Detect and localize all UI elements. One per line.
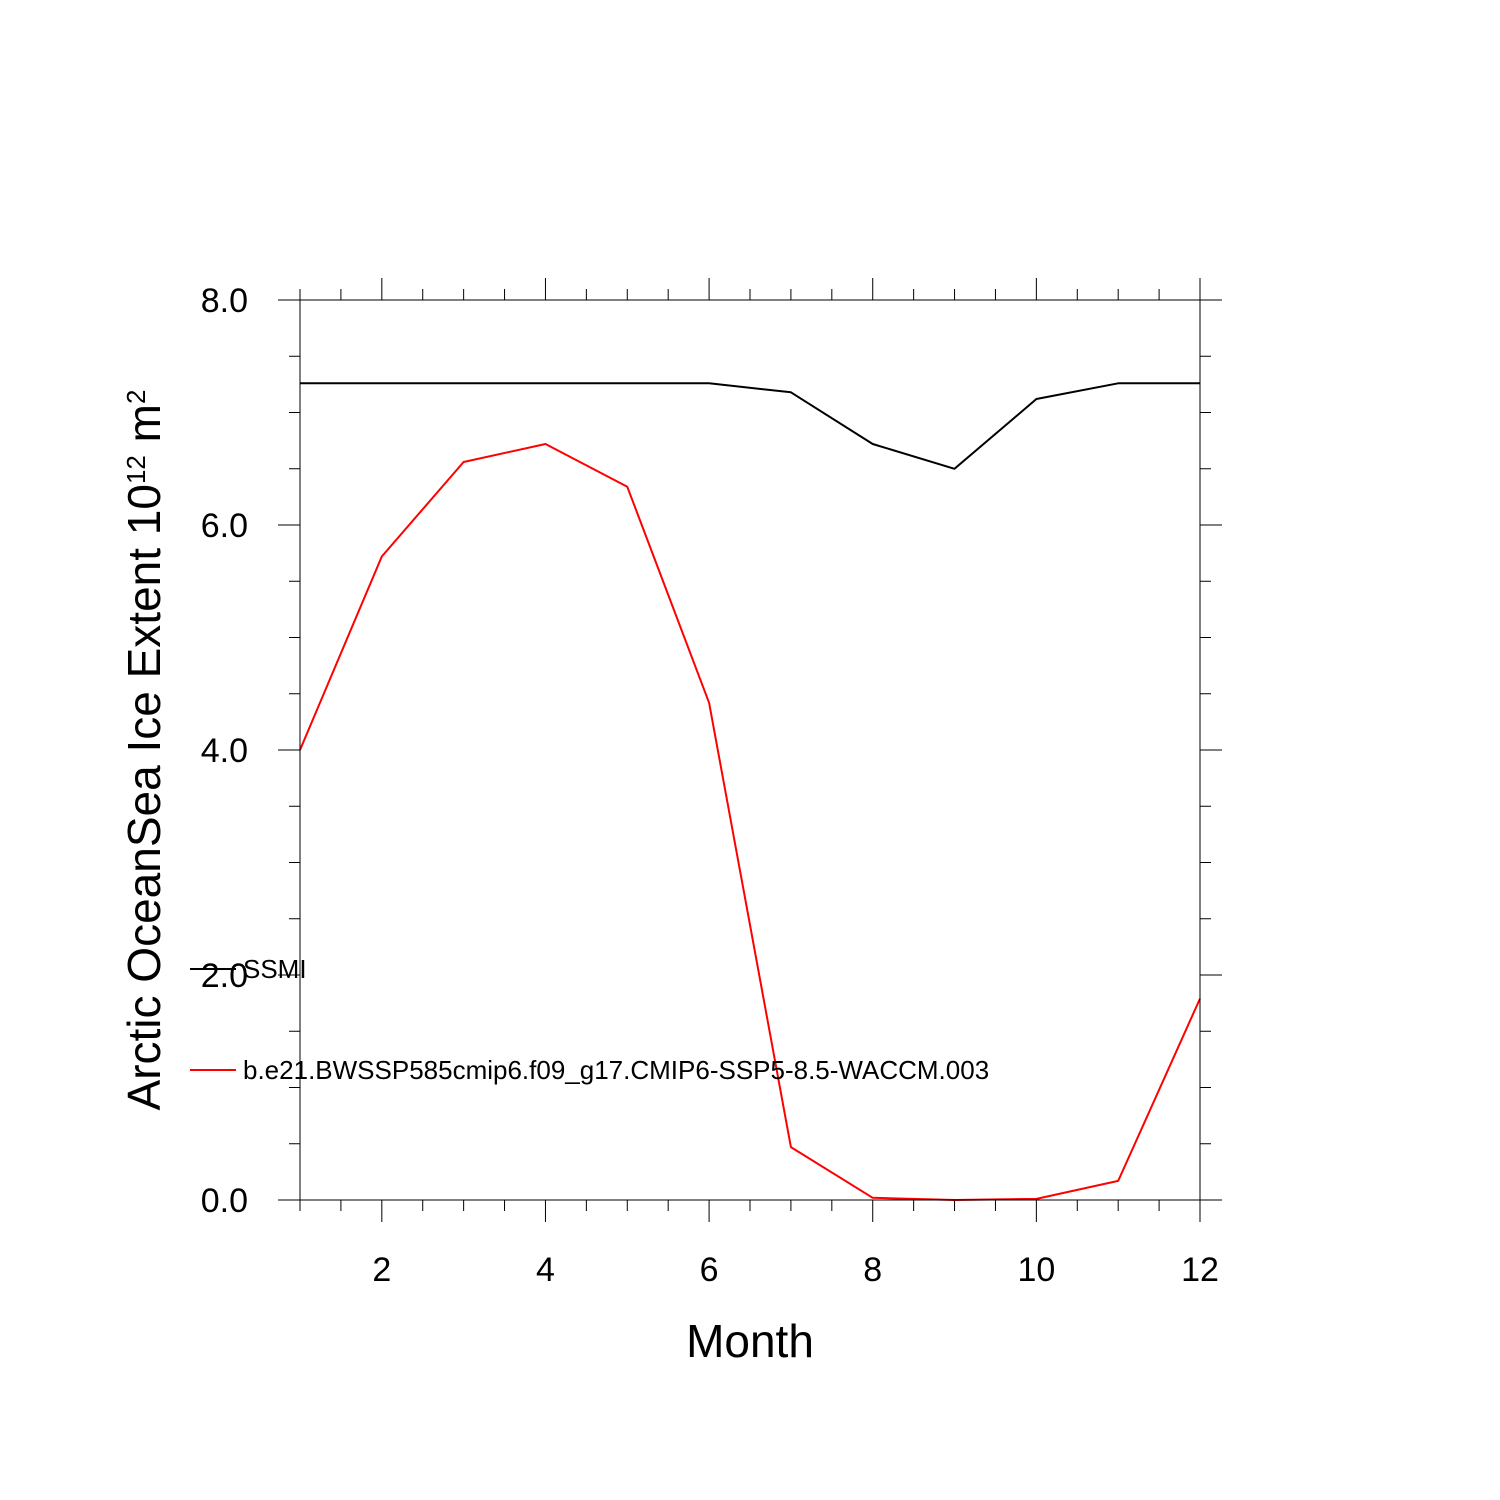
legend: SSMI b.e21.BWSSP585cmip6.f09_g17.CMIP6-SS…: [190, 954, 989, 1085]
series-line-1: [300, 382, 1200, 470]
y-tick-label: 8.0: [201, 282, 248, 320]
y-axis-title-unit: m: [118, 404, 170, 455]
y-tick-label: 4.0: [201, 732, 248, 770]
ticks-group: [278, 278, 1222, 1222]
series-lines: [299, 382, 1201, 1201]
series-line-2: [299, 443, 1201, 1201]
x-axis-title: Month: [686, 1315, 814, 1367]
y-tick-label: 0.0: [201, 1182, 248, 1220]
y-axis-title-exp2: 2: [121, 390, 151, 404]
y-axis-title-main: Arctic OceanSea Ice Extent 10: [118, 484, 170, 1110]
y-axis-title: Arctic OceanSea Ice Extent 1012 m2: [118, 390, 170, 1111]
x-tick-label: 8: [863, 1251, 882, 1289]
plot-frame: [299, 299, 1201, 1201]
y-tick-label: 6.0: [201, 507, 248, 545]
legend-label-1: SSMI: [243, 954, 307, 984]
y-axis-title-exp1: 12: [121, 455, 151, 484]
legend-label-2: b.e21.BWSSP585cmip6.f09_g17.CMIP6-SSP5-8…: [243, 1055, 989, 1085]
x-tick-label: 4: [536, 1251, 555, 1289]
tick-labels: 2 4 6 8 10 12 0.0 2.0 4.0 6.0 8.0: [201, 282, 1219, 1289]
x-tick-label: 6: [700, 1251, 719, 1289]
x-tick-label: 12: [1181, 1251, 1219, 1289]
x-tick-label: 10: [1017, 1251, 1055, 1289]
y-tick-label: 2.0: [201, 957, 248, 995]
x-tick-label: 2: [372, 1251, 391, 1289]
